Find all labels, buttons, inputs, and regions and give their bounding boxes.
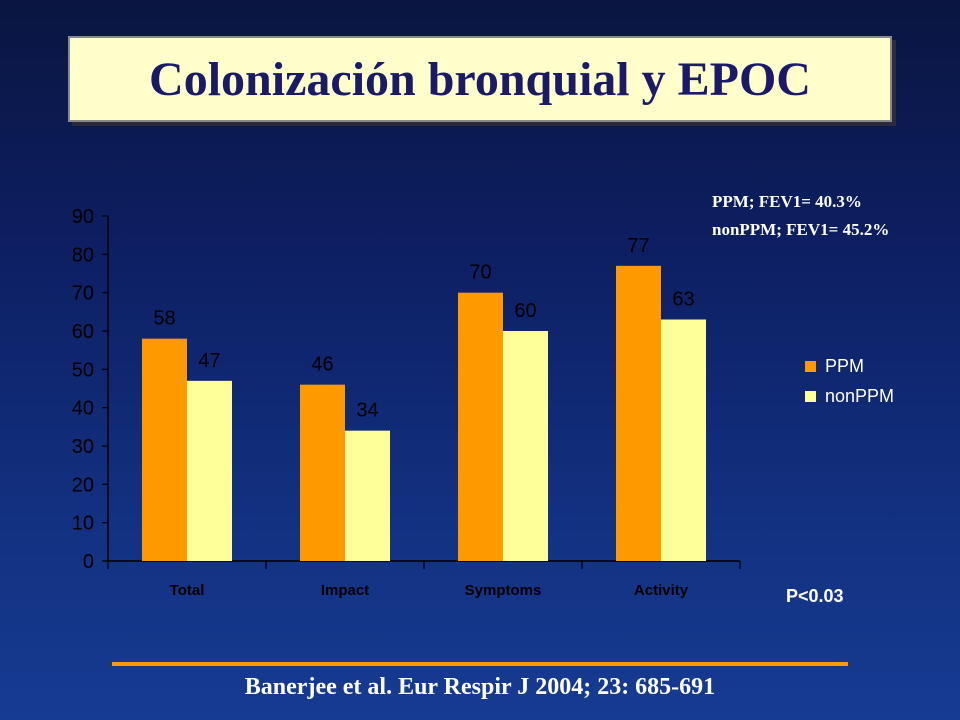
y-tick-label: 40 <box>72 398 94 420</box>
x-tick-label: Impact <box>321 582 369 599</box>
fev1-note-nonppm: nonPPM; FEV1= 45.2% <box>712 220 890 239</box>
bar-nonppm-activity <box>661 319 706 561</box>
citation-divider <box>112 662 848 666</box>
x-tick-label: Symptoms <box>465 582 542 599</box>
y-tick-label: 90 <box>72 206 94 228</box>
data-label: 47 <box>198 350 220 372</box>
bar-ppm-total <box>142 338 187 561</box>
data-label: 46 <box>311 354 333 376</box>
data-label: 63 <box>672 289 694 311</box>
y-tick-label: 70 <box>72 283 94 305</box>
fev1-note-ppm: PPM; FEV1= 40.3% <box>712 192 862 211</box>
y-tick-label: 20 <box>72 474 94 496</box>
slide-title: Colonización bronquial y EPOC <box>149 52 811 106</box>
data-label: 70 <box>469 262 491 284</box>
legend-swatch-nonppm <box>805 391 816 402</box>
legend-label-nonppm: nonPPM <box>825 386 894 406</box>
p-value-label: P<0.03 <box>786 586 844 606</box>
legend-label-ppm: PPM <box>825 356 864 376</box>
bar-nonppm-impact <box>345 430 390 561</box>
y-tick-label: 50 <box>72 359 94 381</box>
bar-nonppm-symptoms <box>503 331 548 561</box>
bar-ppm-activity <box>616 265 661 561</box>
bar-ppm-impact <box>300 384 345 561</box>
y-tick-label: 30 <box>72 436 94 458</box>
legend-swatch-ppm <box>805 361 816 372</box>
bar-ppm-symptoms <box>458 292 503 561</box>
data-label: 60 <box>514 300 536 322</box>
data-label: 58 <box>153 308 175 330</box>
x-tick-label: Activity <box>634 582 689 599</box>
x-tick-label: Total <box>170 582 205 599</box>
y-tick-label: 10 <box>72 513 94 535</box>
title-box: Colonización bronquial y EPOC <box>68 36 892 122</box>
bar-nonppm-total <box>187 380 232 561</box>
y-tick-label: 0 <box>83 551 94 573</box>
data-label: 77 <box>627 235 649 257</box>
citation-text: Banerjee et al. Eur Respir J 2004; 23: 6… <box>244 674 716 700</box>
y-tick-label: 60 <box>72 321 94 343</box>
y-tick-label: 80 <box>72 244 94 266</box>
data-label: 34 <box>356 400 378 422</box>
